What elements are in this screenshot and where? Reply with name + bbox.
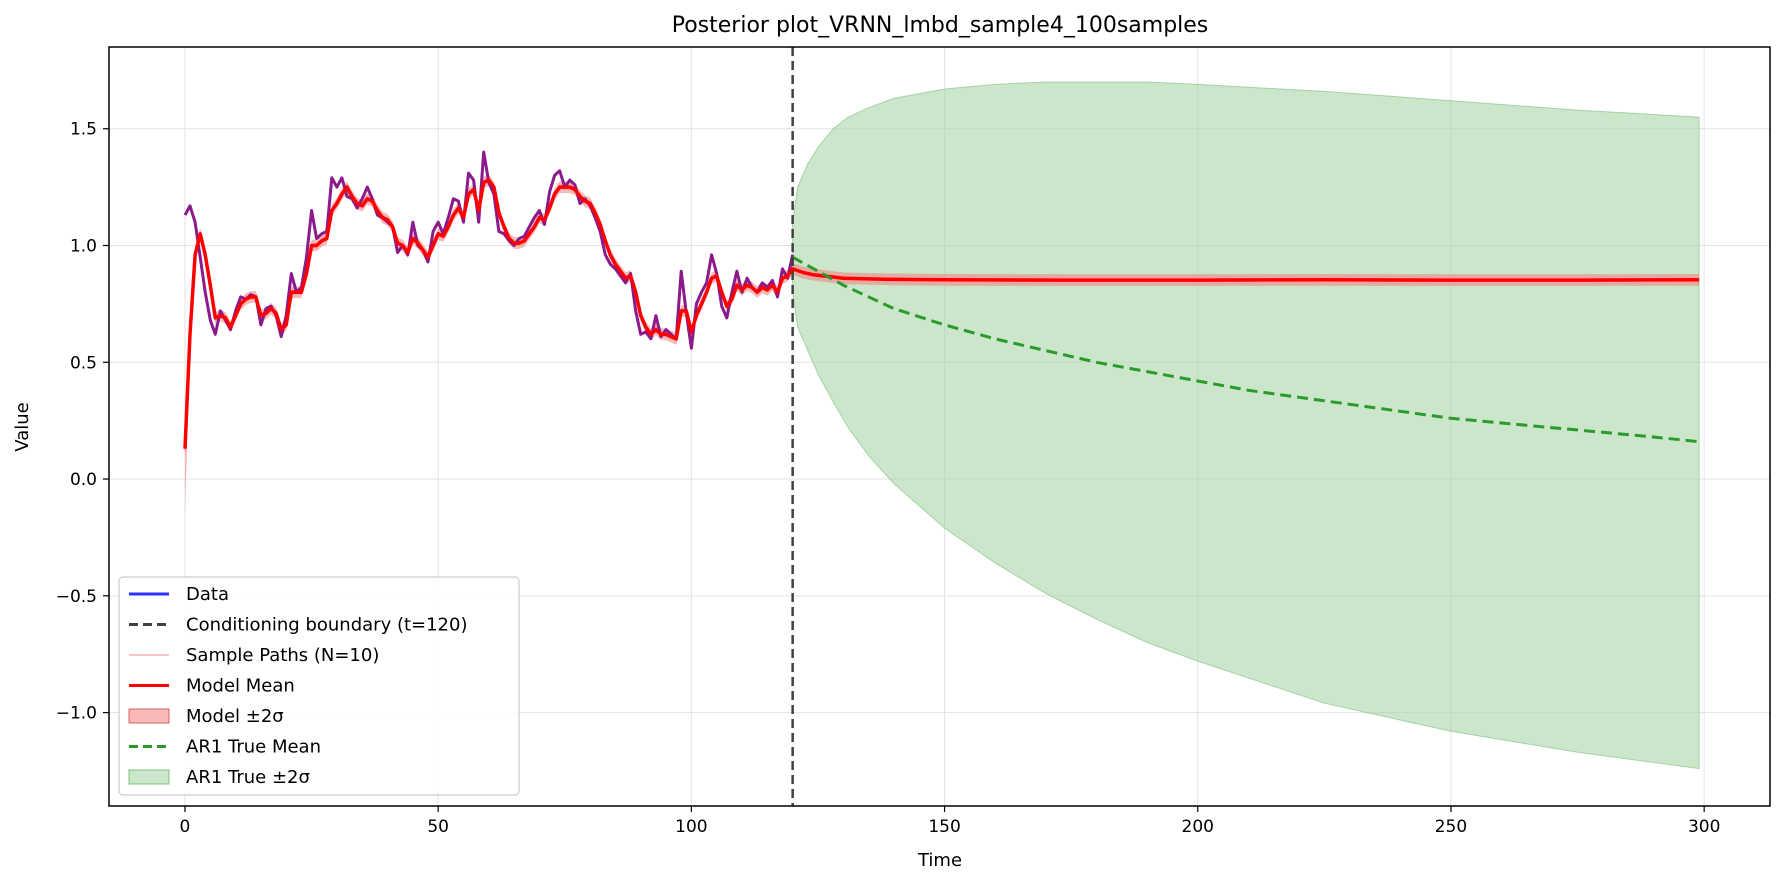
- legend-label: AR1 True ±2σ: [186, 767, 310, 788]
- x-tick-label: 200: [1182, 817, 1214, 837]
- legend-label: Data: [186, 584, 229, 605]
- y-tick-label: 0.0: [70, 470, 97, 490]
- y-tick-label: 1.5: [70, 120, 97, 140]
- y-axis-label: Value: [12, 402, 33, 451]
- chart-title: Posterior plot_VRNN_lmbd_sample4_100samp…: [672, 13, 1209, 38]
- legend-swatch: [128, 708, 170, 724]
- legend-box: [118, 576, 520, 796]
- plot-area: [183, 47, 1700, 806]
- legend: Data Conditioning boundary (t=120) Sample …: [118, 576, 520, 796]
- x-axis-label: Time: [917, 850, 962, 871]
- legend-swatch: [128, 769, 170, 785]
- model-band: [185, 174, 1700, 512]
- y-tick-label: −1.0: [56, 704, 97, 724]
- x-tick-label: 0: [180, 817, 191, 837]
- y-tick-label: 1.0: [70, 237, 97, 257]
- legend-label: Conditioning boundary (t=120): [186, 615, 467, 636]
- legend-label: Model ±2σ: [186, 706, 284, 727]
- legend-label: Model Mean: [186, 676, 295, 697]
- ar1-mean-line: [791, 255, 1700, 444]
- x-tick-label: 100: [675, 817, 707, 837]
- y-tick-label: 0.5: [70, 353, 97, 373]
- y-tick-label: −0.5: [56, 587, 97, 607]
- x-tick-label: 50: [427, 817, 449, 837]
- legend-label: AR1 True Mean: [186, 737, 321, 758]
- plot-frame: [108, 46, 1771, 807]
- model-mean-line: [183, 178, 1700, 449]
- x-tick-label: 300: [1688, 817, 1720, 837]
- x-tick-label: 250: [1435, 817, 1467, 837]
- legend-label: Sample Paths (N=10): [186, 645, 379, 666]
- series-group: [183, 81, 1700, 770]
- x-tick-label: 150: [928, 817, 960, 837]
- ar1-band: [792, 81, 1700, 770]
- axis-ticks: 0 50 100 150 200 250 300 −1.0 −0.5 0.0 0.5 1.0 1.5: [56, 120, 1721, 837]
